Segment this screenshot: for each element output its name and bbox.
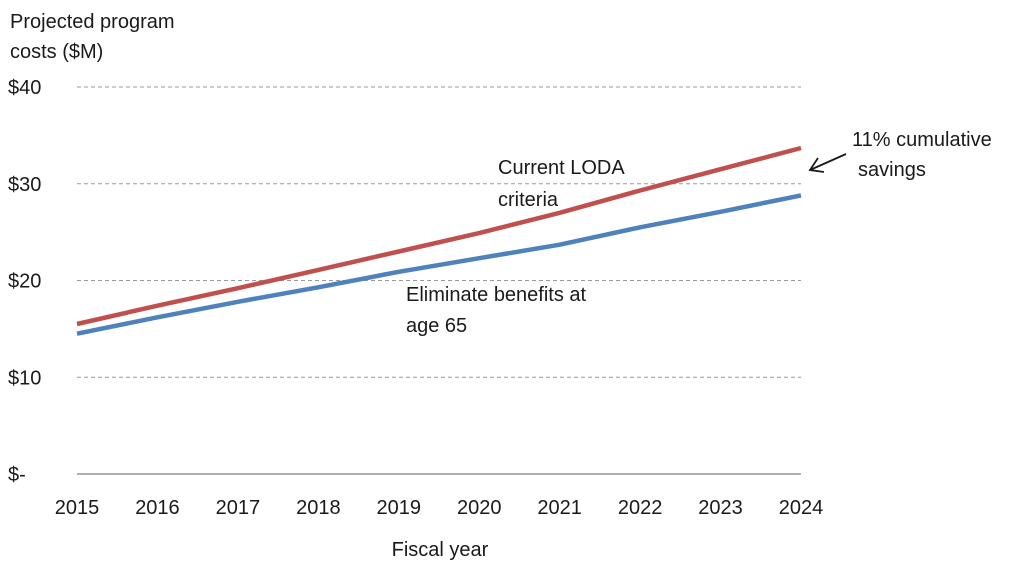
x-tick-label: 2024 [779,497,824,519]
y-tick-label: $40 [8,77,41,99]
savings-callout-line-2: savings [858,159,926,181]
y-tick-labels: $- $10 $20 $30 $40 [8,77,41,486]
series-line-eliminate-benefits-at-age-65 [76,193,802,336]
x-tick-label: 2016 [135,497,180,519]
x-tick-label: 2017 [216,497,261,519]
x-tick-label: 2020 [457,497,502,519]
x-tick-label: 2023 [698,497,743,519]
x-tick-label: 2015 [55,497,100,519]
series-label-eliminate-line-2: age 65 [406,315,467,337]
y-axis-title-line-1: Projected program [10,11,175,33]
gridlines [77,86,801,378]
x-tick-label: 2019 [377,497,422,519]
series-line-current-loda-criteria [76,145,802,327]
savings-callout-line-1: 11% cumulative [852,129,992,151]
x-tick-label: 2021 [537,497,582,519]
series-label-current-loda-line-1: Current LODA [498,157,625,179]
x-tick-labels: 2015 2016 2017 2018 2019 2020 2021 2022 2023 2024 [55,497,824,519]
series-label-current-loda-line-2: criteria [498,189,559,211]
y-axis-title-line-2: costs ($M) [10,41,103,63]
y-tick-label: $10 [8,367,41,389]
callout-arrow-icon [808,153,847,173]
y-tick-label: $30 [8,174,41,196]
x-tick-label: 2022 [618,497,663,519]
x-axis-title: Fiscal year [392,539,489,561]
y-tick-label: $20 [8,271,41,293]
series-label-eliminate-line-1: Eliminate benefits at [406,284,587,306]
y-tick-label: $- [8,464,26,486]
x-tick-label: 2018 [296,497,341,519]
series-lines [76,145,802,336]
